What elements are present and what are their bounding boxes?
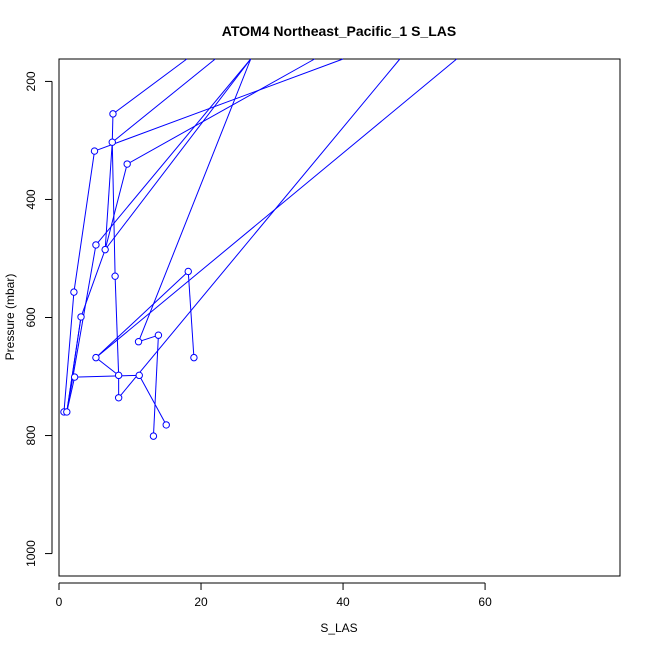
- series-line-segment: [73, 150, 96, 293]
- data-point: [123, 160, 131, 168]
- y-tick-label: 1000: [24, 540, 38, 567]
- series-line-segment: [66, 244, 97, 413]
- y-tick-label: 400: [24, 189, 38, 209]
- series-points: [60, 110, 198, 440]
- data-point: [108, 138, 116, 146]
- data-point: [184, 267, 192, 276]
- data-point: [70, 373, 79, 381]
- series-line-segment: [126, 58, 315, 165]
- series-line-segment: [138, 375, 167, 426]
- data-point: [70, 288, 78, 296]
- series-line-segment: [63, 292, 75, 412]
- x-axis: 0 20 40 60: [56, 582, 492, 609]
- y-axis: 200 400 600 800 1000: [24, 71, 53, 567]
- series-line-segment: [66, 316, 82, 413]
- plot-frame: [58, 58, 621, 577]
- data-point: [109, 110, 117, 118]
- series-line-segment: [118, 58, 401, 399]
- data-point: [114, 394, 123, 402]
- y-tick-label: 200: [24, 71, 38, 91]
- data-point: [149, 432, 158, 440]
- series-line-segment: [104, 163, 128, 250]
- chart-title: ATOM4 Northeast_Pacific_1 S_LAS: [222, 23, 456, 39]
- x-tick-label: 40: [336, 595, 350, 609]
- series-line-segment: [111, 58, 216, 143]
- series-line-segment: [187, 271, 195, 358]
- data-point: [92, 241, 100, 249]
- series-lines: [63, 58, 457, 437]
- series-line-segment: [112, 58, 188, 115]
- series-line-segment: [138, 58, 252, 342]
- data-point: [135, 371, 143, 380]
- x-axis-label: S_LAS: [320, 621, 357, 635]
- data-point: [101, 245, 109, 254]
- series-line-segment: [95, 357, 119, 376]
- series-line-segment: [104, 142, 113, 250]
- x-tick-label: 60: [478, 595, 492, 609]
- series-line-segment: [94, 58, 344, 152]
- series-line-segment: [111, 142, 116, 277]
- series-line-segment: [95, 58, 252, 246]
- data-point: [114, 371, 123, 380]
- x-tick-label: 0: [56, 595, 63, 609]
- data-point: [162, 421, 170, 429]
- data-point: [190, 353, 198, 362]
- series-line-segment: [111, 113, 114, 143]
- data-point: [134, 337, 143, 346]
- series-line-segment: [95, 271, 189, 358]
- series-line-segment: [114, 276, 120, 376]
- data-point: [92, 353, 100, 362]
- series-line-segment: [152, 335, 159, 437]
- data-point: [90, 147, 99, 155]
- y-tick-label: 600: [24, 307, 38, 327]
- series-line-segment: [74, 374, 140, 378]
- series-line-segment: [104, 58, 252, 250]
- y-tick-label: 800: [24, 425, 38, 445]
- data-point: [111, 272, 119, 280]
- x-tick-label: 20: [194, 595, 208, 609]
- data-point: [77, 313, 85, 321]
- data-point: [154, 331, 163, 339]
- y-axis-label: Pressure (mbar): [3, 274, 17, 361]
- data-point: [63, 408, 71, 416]
